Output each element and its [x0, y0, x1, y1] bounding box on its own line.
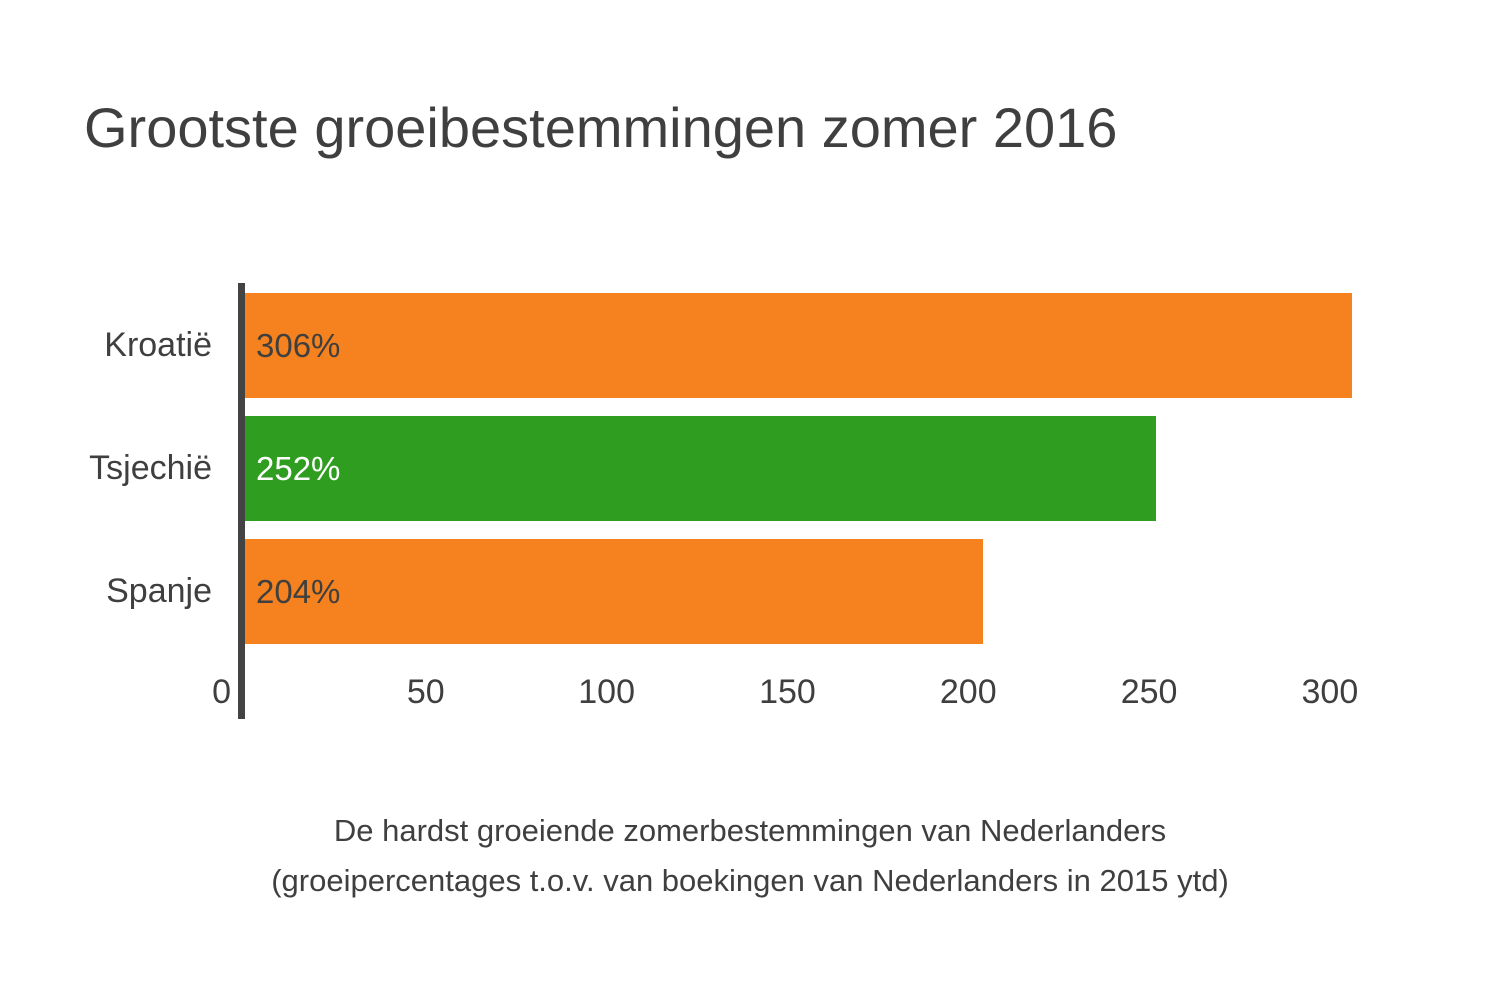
bar-chart: Kroatië 306% Tsjechië 252% Spanje 204% 0 50 100…: [0, 283, 1500, 733]
x-tick-label: 100: [578, 673, 635, 711]
category-label: Kroatië: [104, 326, 212, 364]
bar-row: Kroatië 306%: [0, 293, 1500, 398]
bar: 204%: [245, 539, 983, 644]
chart-caption: De hardst groeiende zomerbestemmingen va…: [0, 806, 1500, 906]
x-tick-label: 250: [1120, 673, 1178, 711]
x-tick-label: 200: [939, 673, 997, 711]
bar: 252%: [245, 416, 1157, 521]
value-label: 252%: [256, 449, 341, 487]
x-tick-label: 300: [1301, 673, 1359, 711]
bar-rows: Kroatië 306% Tsjechië 252% Spanje 204%: [0, 293, 1500, 644]
x-axis: 0 50 100 150 200 250 300: [212, 673, 1395, 717]
category-label: Spanje: [106, 572, 212, 610]
y-axis-line: [238, 283, 245, 719]
bar: 306%: [245, 293, 1352, 398]
value-label: 306%: [256, 326, 341, 364]
bar-row: Tsjechië 252%: [0, 416, 1500, 521]
chart-title: Grootste groeibestemmingen zomer 2016: [84, 96, 1118, 159]
x-tick-label: 150: [759, 673, 816, 711]
bar-row: Spanje 204%: [0, 539, 1500, 644]
category-label: Tsjechië: [89, 449, 212, 487]
x-tick-label: 0: [212, 673, 231, 711]
caption-line-2: (groeipercentages t.o.v. van boekingen v…: [271, 863, 1229, 898]
value-label: 204%: [256, 572, 341, 610]
x-tick-label: 50: [406, 673, 445, 711]
caption-line-1: De hardst groeiende zomerbestemmingen va…: [333, 813, 1167, 848]
